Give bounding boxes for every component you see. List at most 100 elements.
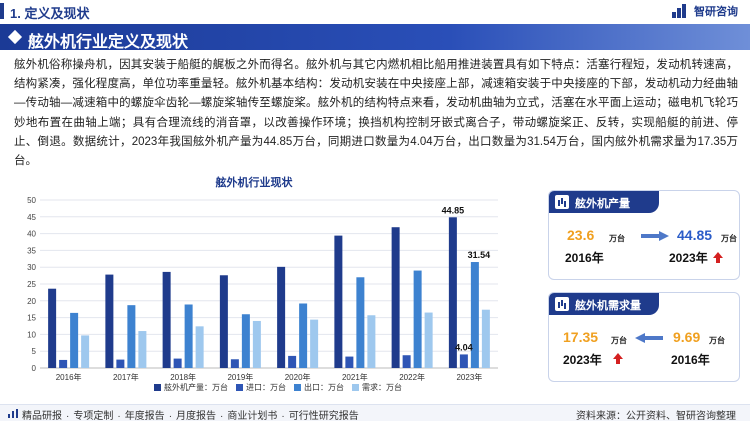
banner-title: 舷外机行业定义及现状 (28, 34, 189, 51)
bar-1-2 (173, 358, 182, 368)
y-tick-label: 35 (27, 246, 36, 255)
footer-separator: · (168, 411, 173, 421)
arrow-left-icon (635, 333, 663, 343)
y-tick-label: 30 (27, 263, 36, 272)
bar-3-0 (81, 335, 90, 368)
brand-logo-icon (672, 4, 690, 18)
bar-3-3 (252, 320, 261, 368)
legend-label: 进口：万台 (246, 382, 286, 392)
bar-3-1 (138, 331, 147, 368)
footer-link[interactable]: 年度报告 (124, 411, 165, 421)
x-tick-label: 2018年 (170, 372, 196, 382)
legend-label: 需求：万台 (362, 382, 402, 392)
legend-swatch (294, 384, 301, 391)
footer-link[interactable]: 精品研报 (22, 411, 62, 421)
x-tick-label: 2017年 (113, 372, 139, 382)
x-tick-label: 2023年 (456, 372, 482, 382)
footer-separator: · (281, 411, 285, 421)
chart-icon (555, 297, 569, 311)
bar-1-3 (230, 359, 239, 368)
arrow-right-icon (641, 231, 669, 241)
bar-2-0 (70, 312, 79, 368)
bar-1-0 (59, 359, 68, 368)
bar-0-2 (162, 271, 171, 368)
footer-link[interactable]: 月度报告 (176, 411, 217, 421)
y-tick-label: 45 (27, 213, 36, 222)
y-tick-label: 5 (32, 347, 37, 356)
bar-3-2 (195, 326, 204, 368)
demand-card: 舷外机需求量 17.35 万台 2023年 9.69 万台 2016年 (548, 292, 740, 382)
production-2023-value: 44.85 (677, 227, 713, 243)
legend-swatch (352, 384, 359, 391)
footer-link[interactable]: 专项定制 (73, 411, 114, 421)
bar-0-0 (48, 288, 57, 368)
production-2016-value: 23.6 (567, 227, 595, 243)
x-tick-label: 2019年 (227, 372, 253, 382)
up-arrow-icon (713, 252, 723, 263)
bar-chart: 舷外机行业现状 0 5 10 15 20 25 30 35 40 45 50 2016年 2017年 20… (14, 170, 534, 402)
footer-separator: · (220, 411, 224, 421)
x-tick-label: 2016年 (56, 372, 82, 382)
title-banner: 舷外机行业定义及现状 (0, 24, 750, 51)
demand-2023-value: 17.35 (563, 329, 599, 345)
footer-link[interactable]: 商业计划书 (227, 411, 278, 421)
bar-1-1 (116, 359, 125, 368)
demand-card-header: 舷外机需求量 (549, 293, 659, 315)
footer-separator: · (117, 411, 121, 421)
production-2016-unit: 万台 (609, 234, 625, 243)
production-card-header: 舷外机产量 (549, 191, 659, 213)
bar-0-7 (448, 217, 457, 368)
x-tick-label: 2020年 (285, 372, 311, 382)
footer: 精品研报 · 专项定制 · 年度报告 · 月度报告 · 商业计划书 · 可行性研究报告 资料来源：公… (0, 404, 750, 421)
section-title: 1. 定义及现状 (0, 3, 89, 22)
bar-1-4 (288, 355, 297, 368)
bar-0-1 (105, 274, 114, 368)
y-tick-label: 50 (27, 196, 36, 205)
production-card-title: 舷外机产量 (575, 198, 630, 210)
bar-0-6 (391, 227, 400, 368)
data-label: 44.85 (442, 205, 465, 215)
bar-2-2 (184, 304, 193, 368)
bar-2-6 (413, 270, 422, 368)
data-label: 31.54 (468, 250, 491, 260)
description-paragraph: 舷外机俗称操舟机，因其安装于船艇的艉板之外而得名。舷外机与其它内燃机相比船用推进… (14, 59, 738, 168)
up-arrow-icon (613, 353, 623, 364)
bar-3-5 (367, 315, 376, 368)
bar-0-5 (334, 235, 343, 368)
source-note: 资料来源：公开资料、智研咨询整理 (576, 411, 736, 421)
legend-label: 舷外机产量：万台 (164, 382, 228, 392)
bar-1-6 (402, 355, 411, 368)
production-2023-year: 2023年 (669, 251, 708, 265)
bar-2-3 (241, 314, 250, 368)
legend-label: 出口：万台 (304, 382, 344, 392)
y-tick-label: 25 (27, 280, 36, 289)
bar-0-4 (277, 266, 286, 368)
x-tick-label: 2021年 (342, 372, 368, 382)
bar-2-4 (299, 303, 308, 368)
demand-2016-year: 2016年 (671, 353, 710, 367)
brand-name: 智研咨询 (694, 6, 738, 18)
bar-1-5 (345, 356, 354, 368)
chart-icon (555, 195, 569, 209)
chart-svg: 0 5 10 15 20 25 30 35 40 45 50 2016年 2017年 2018年 2019年… (27, 196, 498, 392)
footer-links: 精品研报 · 专项定制 · 年度报告 · 月度报告 · 商业计划书 · 可行性研究报告 (22, 407, 363, 421)
production-2016-year: 2016年 (565, 251, 604, 265)
data-label: 4.04 (455, 342, 473, 352)
y-tick-label: 0 (32, 364, 37, 373)
x-tick-label: 2022年 (399, 372, 425, 382)
y-tick-label: 15 (27, 314, 36, 323)
top-bar: 1. 定义及现状 智研咨询 (0, 0, 750, 22)
demand-card-title: 舷外机需求量 (575, 300, 641, 312)
y-tick-label: 20 (27, 297, 36, 306)
demand-2023-unit: 万台 (611, 336, 627, 345)
bar-2-5 (356, 277, 365, 368)
production-2023-unit: 万台 (721, 234, 737, 243)
bar-3-6 (424, 312, 433, 368)
footer-separator: · (66, 411, 70, 421)
footer-link[interactable]: 可行性研究报告 (288, 411, 359, 421)
report-icon (8, 409, 18, 418)
bar-3-4 (310, 319, 319, 368)
bar-2-1 (127, 305, 136, 368)
bar-3-7 (481, 309, 490, 368)
y-tick-label: 10 (27, 330, 36, 339)
